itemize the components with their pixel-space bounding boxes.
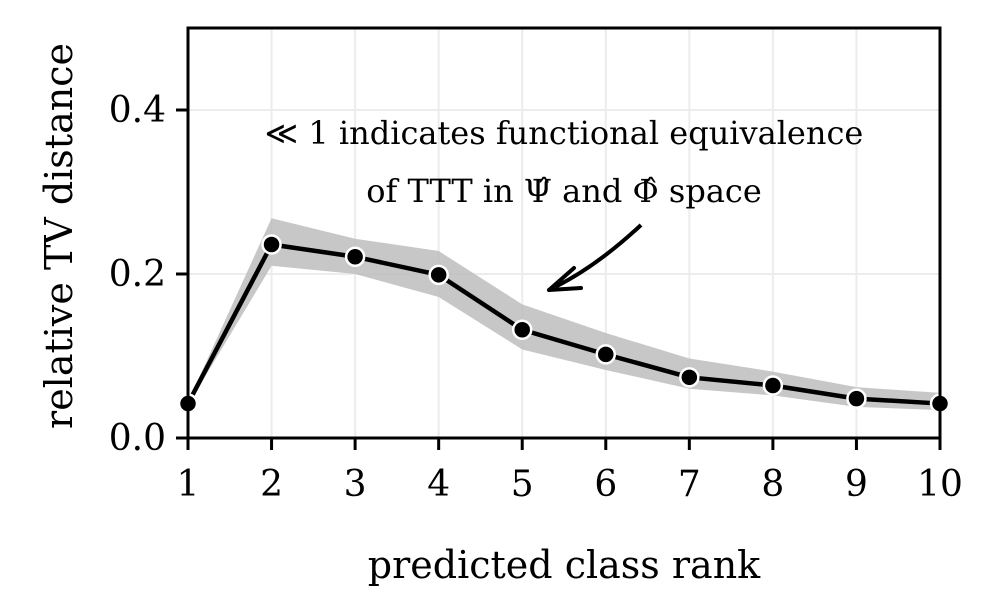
x-axis-title: predicted class rank bbox=[368, 543, 761, 587]
x-axis-ticks: 1 2 3 4 5 6 7 8 9 10 bbox=[177, 438, 963, 505]
data-point bbox=[344, 246, 366, 268]
plot-frame bbox=[186, 26, 942, 440]
x-tick-label: 6 bbox=[594, 464, 617, 505]
confidence-band bbox=[188, 218, 940, 411]
y-tick-label: 0.2 bbox=[109, 254, 166, 295]
series-line bbox=[186, 242, 941, 406]
data-point bbox=[595, 344, 617, 365]
x-tick-label: 7 bbox=[678, 464, 701, 505]
data-point bbox=[428, 264, 449, 286]
x-tick-label: 2 bbox=[260, 464, 283, 505]
x-tick-label: 9 bbox=[845, 464, 868, 505]
data-point bbox=[762, 375, 784, 396]
y-tick-label: 0.4 bbox=[109, 90, 166, 131]
y-axis-ticks: 0.0 0.2 0.4 bbox=[109, 90, 188, 459]
data-point bbox=[846, 388, 867, 409]
annotation-line-2: of TTT in Ψ̂ and Φ̂ space bbox=[366, 172, 762, 210]
data-point bbox=[511, 319, 533, 341]
x-tick-label: 5 bbox=[511, 464, 534, 505]
x-tick-label: 1 bbox=[177, 464, 200, 505]
annotation-arrow bbox=[547, 223, 643, 292]
data-points bbox=[177, 234, 951, 414]
annotation-line-1: ≪ 1 indicates functional equivalence bbox=[265, 114, 864, 152]
x-tick-label: 10 bbox=[917, 464, 963, 505]
data-point bbox=[679, 367, 700, 388]
y-axis-title: relative TV distance bbox=[37, 43, 81, 429]
x-tick-label: 3 bbox=[344, 464, 367, 505]
x-tick-label: 8 bbox=[761, 464, 784, 505]
y-tick-label: 0.0 bbox=[109, 418, 166, 459]
data-point bbox=[261, 234, 282, 255]
x-tick-label: 4 bbox=[427, 464, 450, 505]
